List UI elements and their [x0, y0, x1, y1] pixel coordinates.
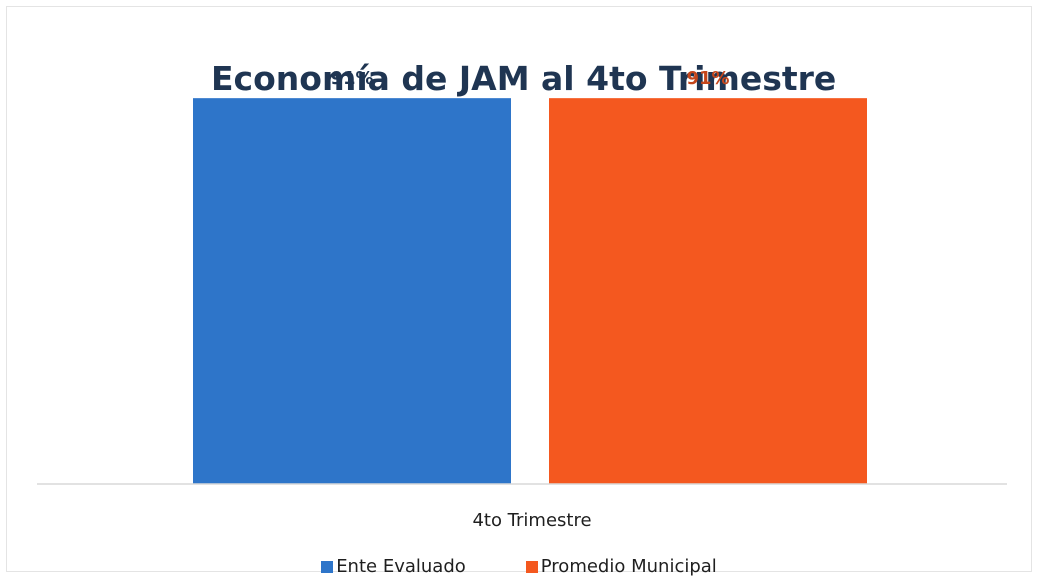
legend-item-promedio: Promedio Municipal: [525, 556, 717, 577]
data-label-series-0: 91%: [330, 68, 373, 89]
bar-series-1: [549, 98, 867, 484]
legend-label-promedio: Promedio Municipal: [540, 556, 717, 577]
legend: Ente Evaluado Promedio Municipal: [7, 556, 1031, 577]
chart-title: Economía de JAM al 4to Trimestre: [211, 59, 837, 98]
chart-frame: Economía de JAM al 4to Trimestre 91% 91% …: [6, 6, 1032, 577]
plot-area: 91% 91% 4to Trimestre: [37, 68, 1007, 531]
bars-group: 91% 91%: [193, 68, 867, 484]
bar-series-0: [193, 98, 511, 484]
legend-label-ente: Ente Evaluado: [336, 556, 466, 577]
legend-swatch-ente: [321, 560, 334, 573]
legend-swatch-promedio: [525, 560, 538, 573]
legend-item-ente: Ente Evaluado: [321, 556, 466, 577]
data-label-series-1: 91%: [686, 68, 729, 89]
category-label: 4to Trimestre: [472, 510, 591, 531]
